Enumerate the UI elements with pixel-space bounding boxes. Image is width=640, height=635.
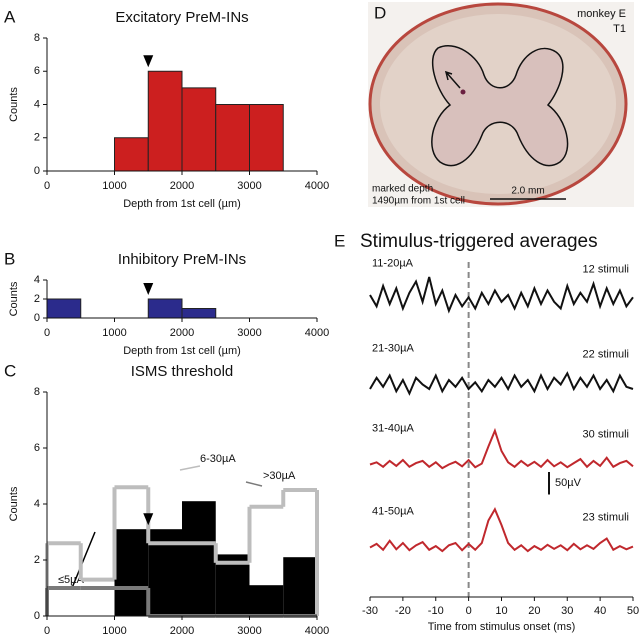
trace	[369, 276, 634, 314]
y-tick-label: 2	[34, 554, 40, 566]
y-axis-label: Counts	[8, 486, 20, 521]
x-tick-label: 0	[44, 327, 50, 339]
bar	[182, 501, 216, 616]
subject-label: monkey E	[577, 8, 626, 20]
bar	[283, 557, 317, 616]
chart-title: Excitatory PreM-INs	[115, 9, 248, 26]
x-tick-label: 3000	[237, 625, 261, 635]
depth-arrow	[143, 55, 154, 68]
stimulus-count: 23 stimuli	[583, 511, 629, 523]
series-label: >30µA	[263, 470, 296, 482]
x-tick-label: 0	[44, 625, 50, 635]
y-tick-label: 4	[34, 498, 40, 510]
chart-title: ISMS threshold	[131, 363, 234, 380]
x-tick-label: 50	[627, 605, 639, 617]
bar	[46, 298, 82, 319]
series-label: 6-30µA	[200, 453, 236, 465]
y-tick-label: 2	[34, 132, 40, 144]
depth-arrow	[143, 513, 154, 526]
panel-label: D	[374, 3, 386, 22]
depth-arrow	[143, 283, 154, 295]
scale-label: 2.0 mm	[511, 186, 544, 197]
x-tick-label: 1000	[102, 327, 126, 339]
bar	[181, 87, 217, 172]
trace-label: 21-30µA	[372, 342, 414, 354]
bar	[181, 308, 217, 319]
depth-note: 1490µm from 1st cell	[372, 196, 465, 207]
x-tick-label: -20	[395, 605, 411, 617]
y-tick-label: 6	[34, 442, 40, 454]
trace	[369, 427, 634, 470]
x-tick-label: -10	[428, 605, 444, 617]
x-tick-label: -30	[362, 605, 378, 617]
chart-title: Stimulus-triggered averages	[360, 231, 598, 252]
bar	[147, 298, 183, 319]
x-tick-label: 4000	[305, 180, 329, 192]
bar	[114, 529, 149, 616]
x-axis-label: Depth from 1st cell (µm)	[123, 198, 241, 210]
bar	[215, 104, 250, 172]
y-tick-label: 0	[34, 165, 40, 177]
stimulus-count: 12 stimuli	[583, 263, 629, 275]
x-tick-label: 3000	[237, 327, 261, 339]
y-tick-label: 8	[34, 32, 40, 44]
bar	[147, 70, 183, 172]
y-tick-label: 6	[34, 65, 40, 77]
bar	[249, 585, 284, 616]
x-axis-label: Depth from 1st cell (µm)	[123, 345, 241, 357]
x-tick-label: 0	[466, 605, 472, 617]
trace-label: 31-40µA	[372, 422, 414, 434]
x-tick-label: 3000	[237, 180, 261, 192]
panel-label: A	[4, 7, 16, 26]
scale-bar-label: 50µV	[555, 477, 582, 489]
bar	[114, 137, 149, 172]
y-tick-label: 0	[34, 312, 40, 324]
trace	[369, 371, 634, 396]
y-axis-label: Counts	[8, 87, 20, 122]
x-tick-label: 0	[44, 180, 50, 192]
y-tick-label: 8	[34, 386, 40, 398]
bar	[249, 104, 284, 172]
x-tick-label: 4000	[305, 625, 329, 635]
stimulus-count: 30 stimuli	[583, 428, 629, 440]
x-tick-label: 1000	[102, 180, 126, 192]
chart-title: Inhibitory PreM-INs	[118, 251, 246, 268]
x-tick-label: 4000	[305, 327, 329, 339]
panel-label: B	[4, 249, 15, 268]
annotation-leader	[179, 465, 201, 471]
y-tick-label: 4	[34, 274, 40, 286]
x-tick-label: 1000	[102, 625, 126, 635]
y-tick-label: 0	[34, 610, 40, 622]
x-tick-label: 30	[561, 605, 573, 617]
annotation-leader	[245, 481, 263, 487]
depth-note: marked depth	[372, 184, 433, 195]
x-tick-label: 2000	[170, 327, 194, 339]
trace-label: 11-20µA	[372, 257, 414, 269]
y-tick-label: 2	[34, 293, 40, 305]
gray-matter-outline	[431, 45, 569, 167]
marker-arrow	[444, 70, 461, 89]
x-tick-label: 2000	[170, 180, 194, 192]
x-tick-label: 40	[594, 605, 606, 617]
panel-label: E	[334, 231, 345, 250]
x-tick-label: 10	[495, 605, 507, 617]
y-tick-label: 4	[34, 98, 40, 110]
x-axis-label: Time from stimulus onset (ms)	[428, 621, 576, 633]
segment-label: T1	[613, 23, 626, 35]
annotation-leader	[71, 531, 96, 589]
y-axis-label: Counts	[8, 281, 20, 316]
marked-site	[460, 89, 466, 95]
series-label: ≤5µA	[58, 574, 84, 586]
stimulus-count: 22 stimuli	[583, 348, 629, 360]
panel-label: C	[4, 361, 16, 380]
x-tick-label: 2000	[170, 625, 194, 635]
trace	[369, 507, 634, 553]
trace-label: 41-50µA	[372, 505, 414, 517]
x-tick-label: 20	[528, 605, 540, 617]
micrograph: D monkey E T1 marked depth 1490µm from 1…	[368, 2, 634, 207]
